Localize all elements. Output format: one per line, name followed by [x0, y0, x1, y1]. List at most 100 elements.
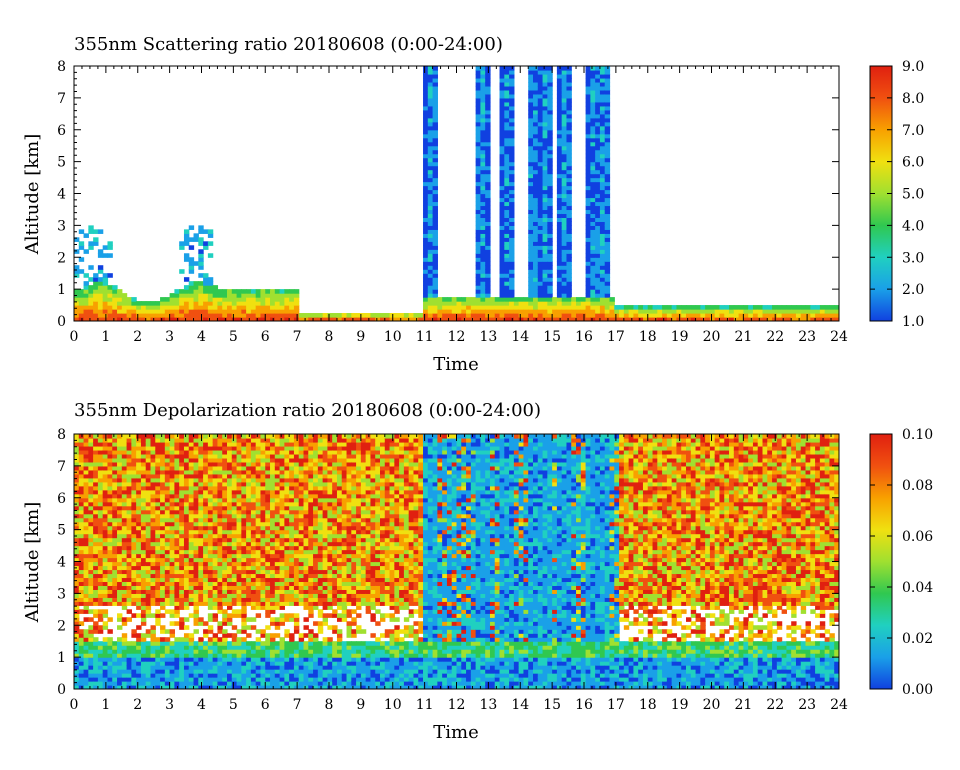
heatmap-cell — [131, 545, 137, 551]
heatmap-cell — [217, 505, 223, 511]
heatmap-cell — [150, 569, 156, 575]
heatmap-cell — [585, 197, 591, 203]
heatmap-cell — [537, 289, 544, 294]
heatmap-cell — [547, 189, 553, 195]
heatmap-cell — [117, 569, 123, 575]
heatmap-cell — [227, 569, 233, 575]
heatmap-cell — [207, 541, 214, 547]
heatmap-cell — [475, 249, 482, 254]
heatmap-cell — [183, 277, 190, 282]
heatmap-cell — [480, 117, 486, 123]
heatmap-cell — [102, 505, 109, 511]
heatmap-cell — [117, 517, 123, 523]
heatmap-cell — [83, 549, 89, 555]
heatmap-cell — [107, 513, 113, 519]
heatmap-cell — [136, 469, 142, 475]
heatmap-cell — [423, 113, 429, 119]
heatmap-cell — [121, 633, 128, 638]
heatmap-cell — [547, 213, 553, 219]
heatmap-cell — [107, 297, 113, 302]
heatmap-cell — [241, 434, 247, 439]
heatmap-cell — [590, 101, 596, 107]
heatmap-cell — [671, 313, 678, 318]
heatmap-cell — [475, 217, 482, 222]
heatmap-cell — [83, 293, 89, 298]
heatmap-cell — [241, 625, 247, 630]
heatmap-cell — [509, 73, 515, 79]
heatmap-cell — [461, 309, 467, 314]
heatmap-cell — [207, 297, 214, 302]
heatmap-cell — [585, 133, 591, 139]
heatmap-cell — [102, 565, 109, 571]
heatmap-cell — [126, 673, 132, 678]
heatmap-cell — [556, 153, 563, 159]
heatmap-cell — [174, 573, 180, 579]
heatmap-cell — [222, 641, 228, 646]
heatmap-cell — [250, 493, 257, 499]
heatmap-cell — [475, 129, 482, 135]
heatmap-cell — [169, 573, 176, 579]
heatmap-cell — [74, 593, 80, 598]
heatmap-cell — [504, 201, 510, 207]
heatmap-cell — [74, 581, 80, 587]
heatmap-cell — [260, 437, 266, 443]
heatmap-cell — [150, 681, 156, 686]
heatmap-cell — [136, 537, 142, 543]
heatmap-cell — [599, 209, 606, 215]
heatmap-cell — [647, 305, 654, 310]
heatmap-cell — [427, 221, 434, 226]
heatmap-cell — [255, 549, 262, 555]
heatmap-cell — [485, 145, 491, 151]
heatmap-cell — [423, 129, 429, 135]
heatmap-cell — [112, 649, 118, 654]
heatmap-cell — [590, 265, 596, 270]
heatmap-cell — [136, 681, 142, 686]
heatmap-cell — [107, 629, 113, 634]
heatmap-cell — [131, 633, 137, 638]
heatmap-cell — [475, 101, 482, 107]
heatmap-cell — [145, 645, 152, 650]
heatmap-cell — [561, 297, 568, 302]
heatmap-cell — [155, 309, 161, 314]
heatmap-cell — [160, 557, 166, 563]
heatmap-cell — [93, 465, 99, 471]
heatmap-cell — [183, 533, 190, 539]
heatmap-cell — [136, 569, 142, 575]
heatmap-cell — [461, 305, 467, 310]
heatmap-cell — [169, 513, 176, 519]
heatmap-cell — [188, 553, 195, 559]
heatmap-cell — [590, 269, 596, 274]
heatmap-cell — [93, 541, 99, 547]
x-tick-label: 21 — [734, 329, 752, 345]
heatmap-cell — [241, 293, 247, 298]
heatmap-cell — [709, 305, 716, 310]
heatmap-cell — [136, 501, 142, 507]
heatmap-cell — [547, 281, 553, 286]
heatmap-cell — [432, 213, 438, 219]
heatmap-cell — [265, 513, 271, 519]
heatmap-cell — [198, 645, 204, 650]
heatmap-cell — [78, 437, 85, 443]
heatmap-cell — [724, 305, 730, 310]
heatmap-cell — [136, 645, 142, 650]
heatmap-cell — [179, 645, 185, 650]
heatmap-cell — [222, 293, 228, 298]
heatmap-cell — [102, 561, 109, 567]
heatmap-cell — [188, 585, 195, 590]
heatmap-cell — [126, 589, 132, 594]
heatmap-cell — [207, 461, 214, 467]
heatmap-cell — [638, 305, 644, 310]
heatmap-cell — [203, 317, 209, 321]
heatmap-cell — [188, 653, 195, 658]
heatmap-cell — [145, 589, 152, 594]
heatmap-cell — [265, 457, 271, 463]
heatmap-cell — [193, 653, 199, 658]
heatmap-cell — [112, 557, 118, 563]
heatmap-cell — [509, 301, 515, 306]
heatmap-cell — [174, 545, 180, 551]
heatmap-cell — [179, 473, 185, 479]
heatmap-cell — [164, 525, 171, 531]
heatmap-cell — [102, 577, 109, 583]
heatmap-cell — [198, 457, 204, 463]
heatmap-cell — [121, 685, 128, 689]
